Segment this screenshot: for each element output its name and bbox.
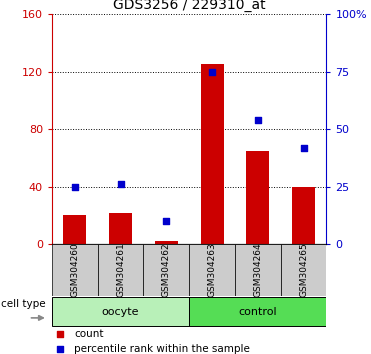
Text: count: count xyxy=(74,329,104,339)
Bar xyxy=(189,244,235,296)
Text: GSM304265: GSM304265 xyxy=(299,242,308,297)
Point xyxy=(57,331,63,337)
Bar xyxy=(144,244,189,296)
Text: control: control xyxy=(239,307,277,316)
Bar xyxy=(292,187,315,244)
Point xyxy=(301,145,306,150)
Bar xyxy=(155,241,178,244)
Bar xyxy=(98,244,144,296)
Bar xyxy=(63,216,86,244)
Bar xyxy=(189,297,326,326)
Point xyxy=(57,346,63,352)
Point xyxy=(118,182,124,187)
Text: GSM304261: GSM304261 xyxy=(116,242,125,297)
Bar xyxy=(246,151,269,244)
Point xyxy=(209,69,215,75)
Bar xyxy=(201,64,223,244)
Text: GSM304262: GSM304262 xyxy=(162,242,171,297)
Bar xyxy=(281,244,326,296)
Title: GDS3256 / 229310_at: GDS3256 / 229310_at xyxy=(113,0,266,12)
Text: cell type: cell type xyxy=(1,298,46,309)
Bar xyxy=(52,297,189,326)
Bar xyxy=(109,213,132,244)
Point xyxy=(163,218,169,224)
Point xyxy=(255,117,261,123)
Text: GSM304264: GSM304264 xyxy=(253,242,262,297)
Text: percentile rank within the sample: percentile rank within the sample xyxy=(74,344,250,354)
Bar xyxy=(52,244,98,296)
Point xyxy=(72,184,78,190)
Text: oocyte: oocyte xyxy=(102,307,139,316)
Text: GSM304263: GSM304263 xyxy=(208,242,217,297)
Bar xyxy=(235,244,281,296)
Text: GSM304260: GSM304260 xyxy=(70,242,79,297)
